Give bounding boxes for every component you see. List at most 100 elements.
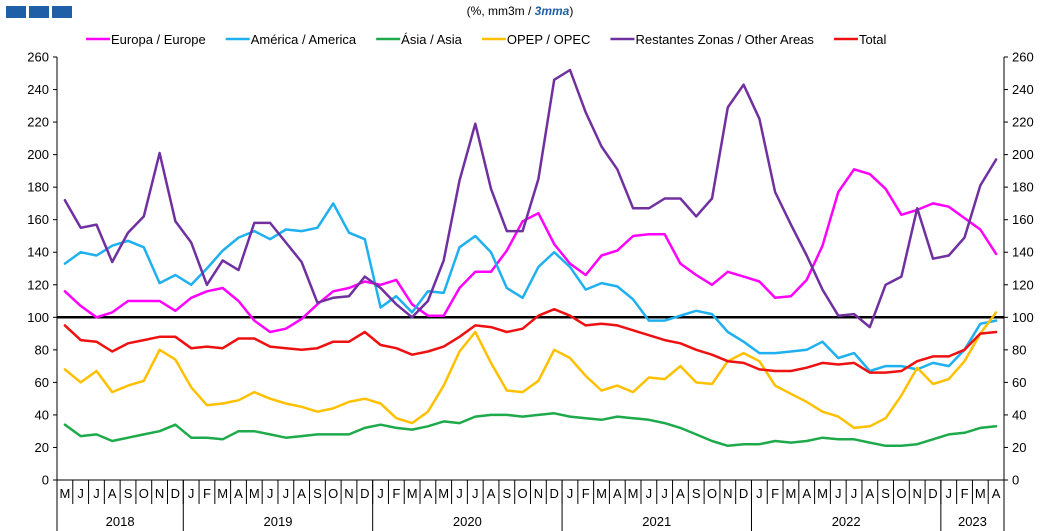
x-month-label: A xyxy=(676,486,685,501)
x-month-label: J xyxy=(646,486,653,501)
y-tick-label-left: 160 xyxy=(27,212,49,227)
y-tick-label-right: 20 xyxy=(1012,440,1026,455)
x-month-label: A xyxy=(297,486,306,501)
x-month-label: D xyxy=(739,486,748,501)
x-month-label: S xyxy=(881,486,890,501)
x-year-label: 2018 xyxy=(106,514,135,529)
x-month-label: D xyxy=(360,486,369,501)
series-line xyxy=(63,311,998,430)
x-month-label: S xyxy=(502,486,511,501)
x-month-label: A xyxy=(802,486,811,501)
legend: Europa / Europe América / America Ásia / A… xyxy=(86,32,887,47)
y-tick-label-left: 40 xyxy=(35,407,49,422)
x-month-label: F xyxy=(771,486,779,501)
x-month-label: S xyxy=(313,486,322,501)
x-month-label: N xyxy=(344,486,353,501)
x-month-label: M xyxy=(628,486,639,501)
y-tick-label-left: 180 xyxy=(27,180,49,195)
x-month-label: J xyxy=(946,486,953,501)
x-month-label: M xyxy=(975,486,986,501)
x-month-label: J xyxy=(188,486,195,501)
y-tick-label-right: 240 xyxy=(1012,82,1034,97)
x-month-label: N xyxy=(912,486,921,501)
x-month-label: J xyxy=(93,486,100,501)
x-month-label: M xyxy=(59,486,70,501)
y-tick-label-left: 120 xyxy=(27,277,49,292)
x-month-label: F xyxy=(582,486,590,501)
logo-block xyxy=(52,6,72,18)
y-tick-label-right: 140 xyxy=(1012,245,1034,260)
x-month-label: O xyxy=(139,486,149,501)
y-tick-label-right: 120 xyxy=(1012,277,1034,292)
y-tick-label-right: 260 xyxy=(1012,50,1034,65)
chart-axes: 0 0 20 20 40 40 60 60 80 80 100 100 120 120 140 140 160 1… xyxy=(27,50,1033,488)
x-month-label: O xyxy=(707,486,717,501)
chart-subtitle: (%, mm3m / 3mma) xyxy=(0,4,1040,18)
x-month-label: J xyxy=(661,486,668,501)
subtitle-prefix: (%, mm3m / xyxy=(466,4,535,18)
x-month-label: O xyxy=(896,486,906,501)
x-month-label: M xyxy=(786,486,797,501)
x-year-label: 2022 xyxy=(832,514,861,529)
legend-label: Europa / Europe xyxy=(111,32,206,47)
x-month-label: N xyxy=(534,486,543,501)
y-tick-label-left: 260 xyxy=(27,50,49,65)
x-month-label: M xyxy=(438,486,449,501)
legend-label: Ásia / Asia xyxy=(401,32,462,47)
x-month-label: A xyxy=(424,486,433,501)
x-month-label: J xyxy=(472,486,479,501)
x-month-label: J xyxy=(835,486,842,501)
y-tick-label-left: 240 xyxy=(27,82,49,97)
y-tick-label-right: 80 xyxy=(1012,342,1026,357)
logo xyxy=(6,6,72,18)
y-tick-label-right: 160 xyxy=(1012,212,1034,227)
y-tick-label-right: 100 xyxy=(1012,310,1034,325)
x-month-label: A xyxy=(613,486,622,501)
subtitle-suffix: ) xyxy=(569,4,574,18)
series-group xyxy=(63,68,998,448)
y-tick-label-left: 0 xyxy=(42,473,49,488)
x-month-label: J xyxy=(267,486,274,501)
x-month-label: M xyxy=(407,486,418,501)
x-month-label: A xyxy=(866,486,875,501)
x-month-label: S xyxy=(692,486,701,501)
y-tick-label-left: 100 xyxy=(27,310,49,325)
x-month-label: M xyxy=(217,486,228,501)
x-month-label: M xyxy=(817,486,828,501)
y-tick-label-left: 140 xyxy=(27,245,49,260)
x-month-label: M xyxy=(249,486,260,501)
legend-label: América / America xyxy=(251,32,357,47)
x-month-label: A xyxy=(992,486,1001,501)
logo-block xyxy=(29,6,49,18)
x-month-label: D xyxy=(549,486,558,501)
series-line xyxy=(63,412,998,448)
x-year-label: 2019 xyxy=(264,514,293,529)
series-line xyxy=(63,168,998,334)
x-month-label: O xyxy=(518,486,528,501)
x-month-label: J xyxy=(377,486,384,501)
x-month-label: F xyxy=(961,486,969,501)
x-month-label: F xyxy=(203,486,211,501)
series-line xyxy=(63,307,998,374)
y-tick-label-right: 200 xyxy=(1012,147,1034,162)
x-month-label: O xyxy=(328,486,338,501)
x-month-label: N xyxy=(723,486,732,501)
x-year-label: 2020 xyxy=(453,514,482,529)
x-month-label: J xyxy=(77,486,84,501)
x-month-label: A xyxy=(487,486,496,501)
logo-block xyxy=(6,6,26,18)
x-month-label: D xyxy=(928,486,937,501)
x-month-label: J xyxy=(456,486,463,501)
x-year-label: 2021 xyxy=(642,514,671,529)
x-month-label: S xyxy=(124,486,133,501)
subtitle-emphasis: 3mma xyxy=(534,4,570,18)
y-tick-label-left: 60 xyxy=(35,375,49,390)
x-month-label: J xyxy=(756,486,763,501)
y-tick-label-left: 80 xyxy=(35,342,49,357)
x-month-label: D xyxy=(171,486,180,501)
y-tick-label-left: 220 xyxy=(27,115,49,130)
y-tick-label-left: 20 xyxy=(35,440,49,455)
y-tick-label-right: 180 xyxy=(1012,180,1034,195)
